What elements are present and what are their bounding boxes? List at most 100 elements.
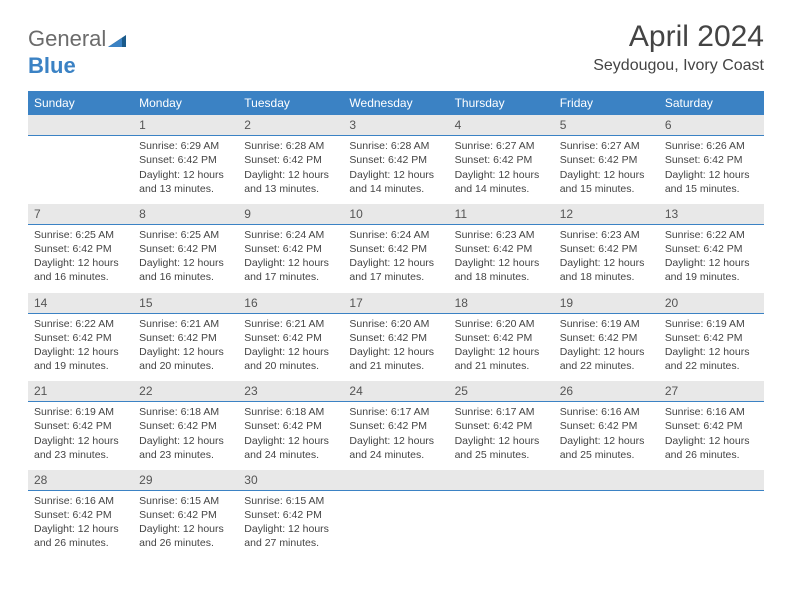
sunrise-text: Sunrise: 6:24 AM	[244, 228, 337, 242]
daylight-text: Daylight: 12 hours and 14 minutes.	[455, 168, 548, 196]
sunset-text: Sunset: 6:42 PM	[349, 331, 442, 345]
week-row: 14Sunrise: 6:22 AMSunset: 6:42 PMDayligh…	[28, 293, 764, 382]
day-number: 27	[659, 381, 764, 402]
day-cell: 24Sunrise: 6:17 AMSunset: 6:42 PMDayligh…	[343, 381, 448, 470]
day-number: 22	[133, 381, 238, 402]
day-details: Sunrise: 6:23 AMSunset: 6:42 PMDaylight:…	[449, 225, 554, 293]
day-cell: 13Sunrise: 6:22 AMSunset: 6:42 PMDayligh…	[659, 204, 764, 293]
brand-triangle-icon	[108, 27, 126, 53]
sunrise-text: Sunrise: 6:28 AM	[244, 139, 337, 153]
day-cell	[343, 470, 448, 559]
day-number: 2	[238, 115, 343, 136]
daylight-text: Daylight: 12 hours and 17 minutes.	[349, 256, 442, 284]
day-cell	[554, 470, 659, 559]
day-details: Sunrise: 6:17 AMSunset: 6:42 PMDaylight:…	[343, 402, 448, 470]
day-cell: 5Sunrise: 6:27 AMSunset: 6:42 PMDaylight…	[554, 115, 659, 204]
day-cell: 30Sunrise: 6:15 AMSunset: 6:42 PMDayligh…	[238, 470, 343, 559]
day-cell: 28Sunrise: 6:16 AMSunset: 6:42 PMDayligh…	[28, 470, 133, 559]
daylight-text: Daylight: 12 hours and 18 minutes.	[560, 256, 653, 284]
day-details: Sunrise: 6:18 AMSunset: 6:42 PMDaylight:…	[133, 402, 238, 470]
daylight-text: Daylight: 12 hours and 24 minutes.	[349, 434, 442, 462]
day-cell: 3Sunrise: 6:28 AMSunset: 6:42 PMDaylight…	[343, 115, 448, 204]
sunset-text: Sunset: 6:42 PM	[244, 242, 337, 256]
sunrise-text: Sunrise: 6:27 AM	[455, 139, 548, 153]
day-cell: 8Sunrise: 6:25 AMSunset: 6:42 PMDaylight…	[133, 204, 238, 293]
day-cell: 27Sunrise: 6:16 AMSunset: 6:42 PMDayligh…	[659, 381, 764, 470]
sunset-text: Sunset: 6:42 PM	[139, 508, 232, 522]
sunrise-text: Sunrise: 6:17 AM	[455, 405, 548, 419]
sunset-text: Sunset: 6:42 PM	[560, 419, 653, 433]
day-details: Sunrise: 6:16 AMSunset: 6:42 PMDaylight:…	[659, 402, 764, 470]
day-details: Sunrise: 6:19 AMSunset: 6:42 PMDaylight:…	[554, 314, 659, 382]
sunset-text: Sunset: 6:42 PM	[560, 242, 653, 256]
day-details: Sunrise: 6:24 AMSunset: 6:42 PMDaylight:…	[343, 225, 448, 293]
sunset-text: Sunset: 6:42 PM	[244, 331, 337, 345]
day-number: 16	[238, 293, 343, 314]
sunrise-text: Sunrise: 6:22 AM	[34, 317, 127, 331]
daylight-text: Daylight: 12 hours and 24 minutes.	[244, 434, 337, 462]
day-details: Sunrise: 6:28 AMSunset: 6:42 PMDaylight:…	[343, 136, 448, 204]
day-cell: 21Sunrise: 6:19 AMSunset: 6:42 PMDayligh…	[28, 381, 133, 470]
day-cell: 12Sunrise: 6:23 AMSunset: 6:42 PMDayligh…	[554, 204, 659, 293]
day-header: Sunday	[28, 91, 133, 115]
day-details: Sunrise: 6:18 AMSunset: 6:42 PMDaylight:…	[238, 402, 343, 470]
daylight-text: Daylight: 12 hours and 23 minutes.	[34, 434, 127, 462]
sunset-text: Sunset: 6:42 PM	[34, 508, 127, 522]
day-cell: 11Sunrise: 6:23 AMSunset: 6:42 PMDayligh…	[449, 204, 554, 293]
sunset-text: Sunset: 6:42 PM	[665, 153, 758, 167]
day-cell: 18Sunrise: 6:20 AMSunset: 6:42 PMDayligh…	[449, 293, 554, 382]
day-cell	[28, 115, 133, 204]
day-cell: 7Sunrise: 6:25 AMSunset: 6:42 PMDaylight…	[28, 204, 133, 293]
daylight-text: Daylight: 12 hours and 15 minutes.	[665, 168, 758, 196]
sunset-text: Sunset: 6:42 PM	[455, 153, 548, 167]
location-text: Seydougou, Ivory Coast	[593, 57, 764, 75]
day-number: 24	[343, 381, 448, 402]
daylight-text: Daylight: 12 hours and 16 minutes.	[34, 256, 127, 284]
day-number: 7	[28, 204, 133, 225]
day-cell: 23Sunrise: 6:18 AMSunset: 6:42 PMDayligh…	[238, 381, 343, 470]
sunrise-text: Sunrise: 6:21 AM	[244, 317, 337, 331]
day-number: 23	[238, 381, 343, 402]
day-number: 29	[133, 470, 238, 491]
day-details: Sunrise: 6:22 AMSunset: 6:42 PMDaylight:…	[659, 225, 764, 293]
day-number: 19	[554, 293, 659, 314]
month-title: April 2024	[593, 20, 764, 54]
day-cell: 26Sunrise: 6:16 AMSunset: 6:42 PMDayligh…	[554, 381, 659, 470]
day-cell: 20Sunrise: 6:19 AMSunset: 6:42 PMDayligh…	[659, 293, 764, 382]
sunrise-text: Sunrise: 6:23 AM	[455, 228, 548, 242]
day-cell: 9Sunrise: 6:24 AMSunset: 6:42 PMDaylight…	[238, 204, 343, 293]
sunrise-text: Sunrise: 6:20 AM	[349, 317, 442, 331]
daylight-text: Daylight: 12 hours and 25 minutes.	[560, 434, 653, 462]
sunset-text: Sunset: 6:42 PM	[349, 153, 442, 167]
day-header: Wednesday	[343, 91, 448, 115]
day-details: Sunrise: 6:20 AMSunset: 6:42 PMDaylight:…	[449, 314, 554, 382]
day-cell: 14Sunrise: 6:22 AMSunset: 6:42 PMDayligh…	[28, 293, 133, 382]
brand-part1: General	[28, 26, 106, 51]
day-number: 13	[659, 204, 764, 225]
sunrise-text: Sunrise: 6:23 AM	[560, 228, 653, 242]
daylight-text: Daylight: 12 hours and 22 minutes.	[560, 345, 653, 373]
sunrise-text: Sunrise: 6:25 AM	[34, 228, 127, 242]
day-cell: 29Sunrise: 6:15 AMSunset: 6:42 PMDayligh…	[133, 470, 238, 559]
week-row: 7Sunrise: 6:25 AMSunset: 6:42 PMDaylight…	[28, 204, 764, 293]
day-number: 14	[28, 293, 133, 314]
day-number: 9	[238, 204, 343, 225]
day-header: Friday	[554, 91, 659, 115]
sunrise-text: Sunrise: 6:28 AM	[349, 139, 442, 153]
sunset-text: Sunset: 6:42 PM	[34, 331, 127, 345]
day-cell: 17Sunrise: 6:20 AMSunset: 6:42 PMDayligh…	[343, 293, 448, 382]
sunrise-text: Sunrise: 6:16 AM	[665, 405, 758, 419]
day-number: 4	[449, 115, 554, 136]
sunrise-text: Sunrise: 6:19 AM	[34, 405, 127, 419]
day-cell: 4Sunrise: 6:27 AMSunset: 6:42 PMDaylight…	[449, 115, 554, 204]
sunset-text: Sunset: 6:42 PM	[139, 419, 232, 433]
sunset-text: Sunset: 6:42 PM	[139, 331, 232, 345]
day-number: 11	[449, 204, 554, 225]
day-header: Thursday	[449, 91, 554, 115]
daylight-text: Daylight: 12 hours and 15 minutes.	[560, 168, 653, 196]
daylight-text: Daylight: 12 hours and 23 minutes.	[139, 434, 232, 462]
daylight-text: Daylight: 12 hours and 25 minutes.	[455, 434, 548, 462]
day-details: Sunrise: 6:27 AMSunset: 6:42 PMDaylight:…	[449, 136, 554, 204]
sunrise-text: Sunrise: 6:19 AM	[560, 317, 653, 331]
sunrise-text: Sunrise: 6:18 AM	[244, 405, 337, 419]
